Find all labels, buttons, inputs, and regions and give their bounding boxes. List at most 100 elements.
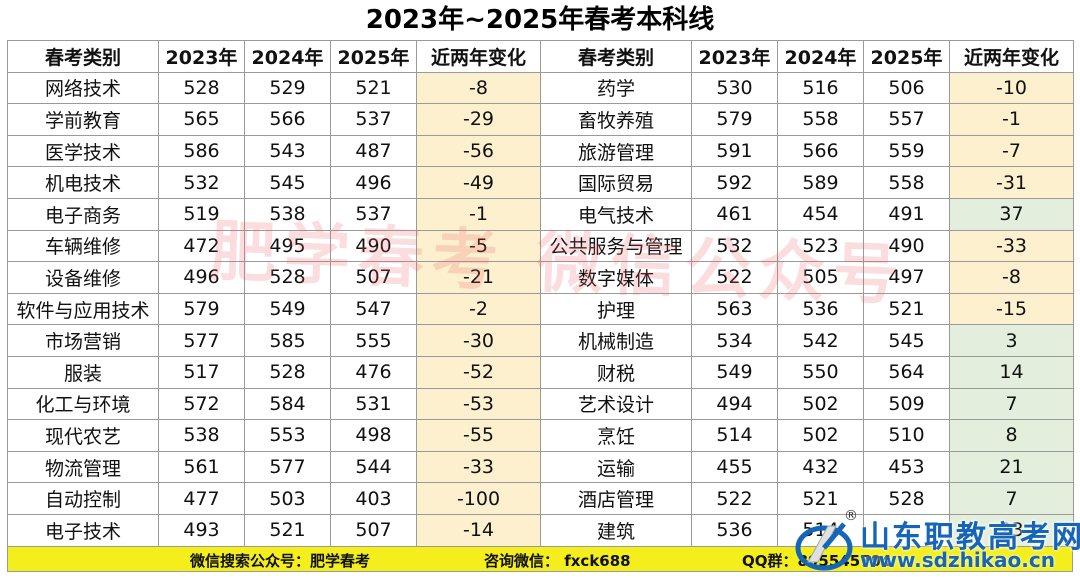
score-cell-2025: 507 <box>330 513 417 547</box>
category-cell: 网络技术 <box>7 71 159 105</box>
score-cell-2025 <box>863 513 950 547</box>
change-cell: -52 <box>416 355 541 389</box>
score-cell-2023: 565 <box>158 103 245 136</box>
category-cell: 服装 <box>7 355 159 389</box>
change-cell: -30 <box>416 324 541 357</box>
change-cell: 3 <box>949 324 1074 357</box>
column-header: 近两年变化 <box>416 40 541 73</box>
change-cell: -33 <box>949 229 1074 263</box>
change-cell: -49 <box>416 166 541 199</box>
category-cell: 物流管理 <box>7 450 159 484</box>
score-cell-2025: 528 <box>863 482 950 515</box>
table-row: 网络技术 528 529 521 -8 药学 530 516 506 -10 <box>7 71 1074 105</box>
table-row: 现代农艺 538 553 498 -55 烹饪 514 502 510 8 <box>7 419 1074 452</box>
category-cell: 现代农艺 <box>7 419 159 452</box>
category-cell: 公共服务与管理 <box>540 229 692 263</box>
column-header: 2023年 <box>691 40 778 73</box>
score-cell-2024: 538 <box>244 197 331 231</box>
category-cell: 艺术设计 <box>540 387 692 421</box>
score-cell-2025: 545 <box>863 324 950 357</box>
table-row: 市场营销 577 585 555 -30 机械制造 534 542 545 3 <box>7 324 1074 357</box>
score-cell-2025: 506 <box>863 71 950 105</box>
score-cell-2023: 522 <box>691 482 778 515</box>
score-cell-2025: 490 <box>863 229 950 263</box>
score-cell-2023: 517 <box>158 355 245 389</box>
table-row: 化工与环境 572 584 531 -53 艺术设计 494 502 509 7 <box>7 387 1074 421</box>
score-cell-2024: 516 <box>777 71 864 105</box>
score-cell-2025: 490 <box>330 229 417 263</box>
table-row: 电子商务 519 538 537 -1 电气技术 461 454 491 37 <box>7 197 1074 231</box>
column-header: 2024年 <box>777 40 864 73</box>
score-cell-2024: 585 <box>244 324 331 357</box>
score-cell-2023: 561 <box>158 450 245 484</box>
score-cell-2025: 557 <box>863 103 950 136</box>
score-cell-2025: 476 <box>330 355 417 389</box>
score-cell-2025: 498 <box>330 419 417 452</box>
score-cell-2023: 532 <box>158 166 245 199</box>
score-cell-2023: 472 <box>158 229 245 263</box>
score-cell-2024: 542 <box>777 324 864 357</box>
score-cell-2023: 579 <box>158 292 245 326</box>
column-header: 春考类别 <box>7 40 159 73</box>
score-cell-2025: 403 <box>330 482 417 515</box>
score-cell-2024: 543 <box>244 134 331 168</box>
score-cell-2023: 577 <box>158 324 245 357</box>
footer-bar: 微信搜索公众号：肥学春考 咨询微信： fxck688 QQ群：895545704 <box>7 546 1073 572</box>
score-cell-2025: 537 <box>330 197 417 231</box>
footer-wechat-search: 微信搜索公众号：肥学春考 <box>190 552 371 570</box>
change-cell: -10 <box>949 71 1074 105</box>
score-cell-2025: 507 <box>330 261 417 294</box>
category-cell: 烹饪 <box>540 419 692 452</box>
table-row: 服装 517 528 476 -52 财税 549 550 564 14 <box>7 355 1074 389</box>
change-cell: -8 <box>416 71 541 105</box>
score-cell-2023: 496 <box>158 261 245 294</box>
score-cell-2025: 547 <box>330 292 417 326</box>
category-cell: 医学技术 <box>7 134 159 168</box>
score-cell-2023: 534 <box>691 324 778 357</box>
score-cell-2024: 589 <box>777 166 864 199</box>
score-table: 春考类别 2023年 2024年 2025年 近两年变化 春考类别 2023年 2024年 20… <box>7 40 1074 547</box>
change-cell: -7 <box>949 134 1074 168</box>
category-cell: 建筑 <box>540 513 692 547</box>
change-cell: -53 <box>416 387 541 421</box>
score-cell-2025: 564 <box>863 355 950 389</box>
change-cell: -56 <box>416 134 541 168</box>
score-cell-2025: 487 <box>330 134 417 168</box>
score-cell-2025: 558 <box>863 166 950 199</box>
score-cell-2024: 549 <box>244 292 331 326</box>
site-logo: ® 山东职教高考网 www.sdzhikao.cn <box>790 508 1080 580</box>
score-cell-2023: 572 <box>158 387 245 421</box>
column-header: 2023年 <box>158 40 245 73</box>
category-cell: 畜牧养殖 <box>540 103 692 136</box>
score-cell-2023: 591 <box>691 134 778 168</box>
table-row: 自动控制 477 503 403 -100 酒店管理 522 521 528 7 <box>7 482 1074 515</box>
category-cell: 护理 <box>540 292 692 326</box>
category-cell: 化工与环境 <box>7 387 159 421</box>
change-cell: 8 <box>949 419 1074 452</box>
score-cell-2024: 502 <box>777 387 864 421</box>
registered-mark: ® <box>844 508 858 524</box>
column-header: 2024年 <box>244 40 331 73</box>
change-cell: 23 <box>949 513 1074 547</box>
change-cell: -29 <box>416 103 541 136</box>
score-cell-2024: 584 <box>244 387 331 421</box>
column-header: 近两年变化 <box>949 40 1074 73</box>
change-cell: -21 <box>416 261 541 294</box>
score-cell-2024: 505 <box>777 261 864 294</box>
score-cell-2025: 521 <box>863 292 950 326</box>
score-cell-2023: 532 <box>691 229 778 263</box>
category-cell: 电子商务 <box>7 197 159 231</box>
table-row: 车辆维修 472 495 490 -5 公共服务与管理 532 523 490 -33 <box>7 229 1074 263</box>
category-cell: 数字媒体 <box>540 261 692 294</box>
score-cell-2023: 519 <box>158 197 245 231</box>
score-cell-2025: 521 <box>330 71 417 105</box>
score-cell-2025: 544 <box>330 450 417 484</box>
table-row: 学前教育 565 566 537 -29 畜牧养殖 579 558 557 -1 <box>7 103 1074 136</box>
score-cell-2024: 550 <box>777 355 864 389</box>
change-cell: -31 <box>949 166 1074 199</box>
category-cell: 电子技术 <box>7 513 159 547</box>
score-cell-2024: 558 <box>777 103 864 136</box>
score-cell-2025: 555 <box>330 324 417 357</box>
score-cell-2024: 536 <box>777 292 864 326</box>
score-cell-2023: 530 <box>691 71 778 105</box>
